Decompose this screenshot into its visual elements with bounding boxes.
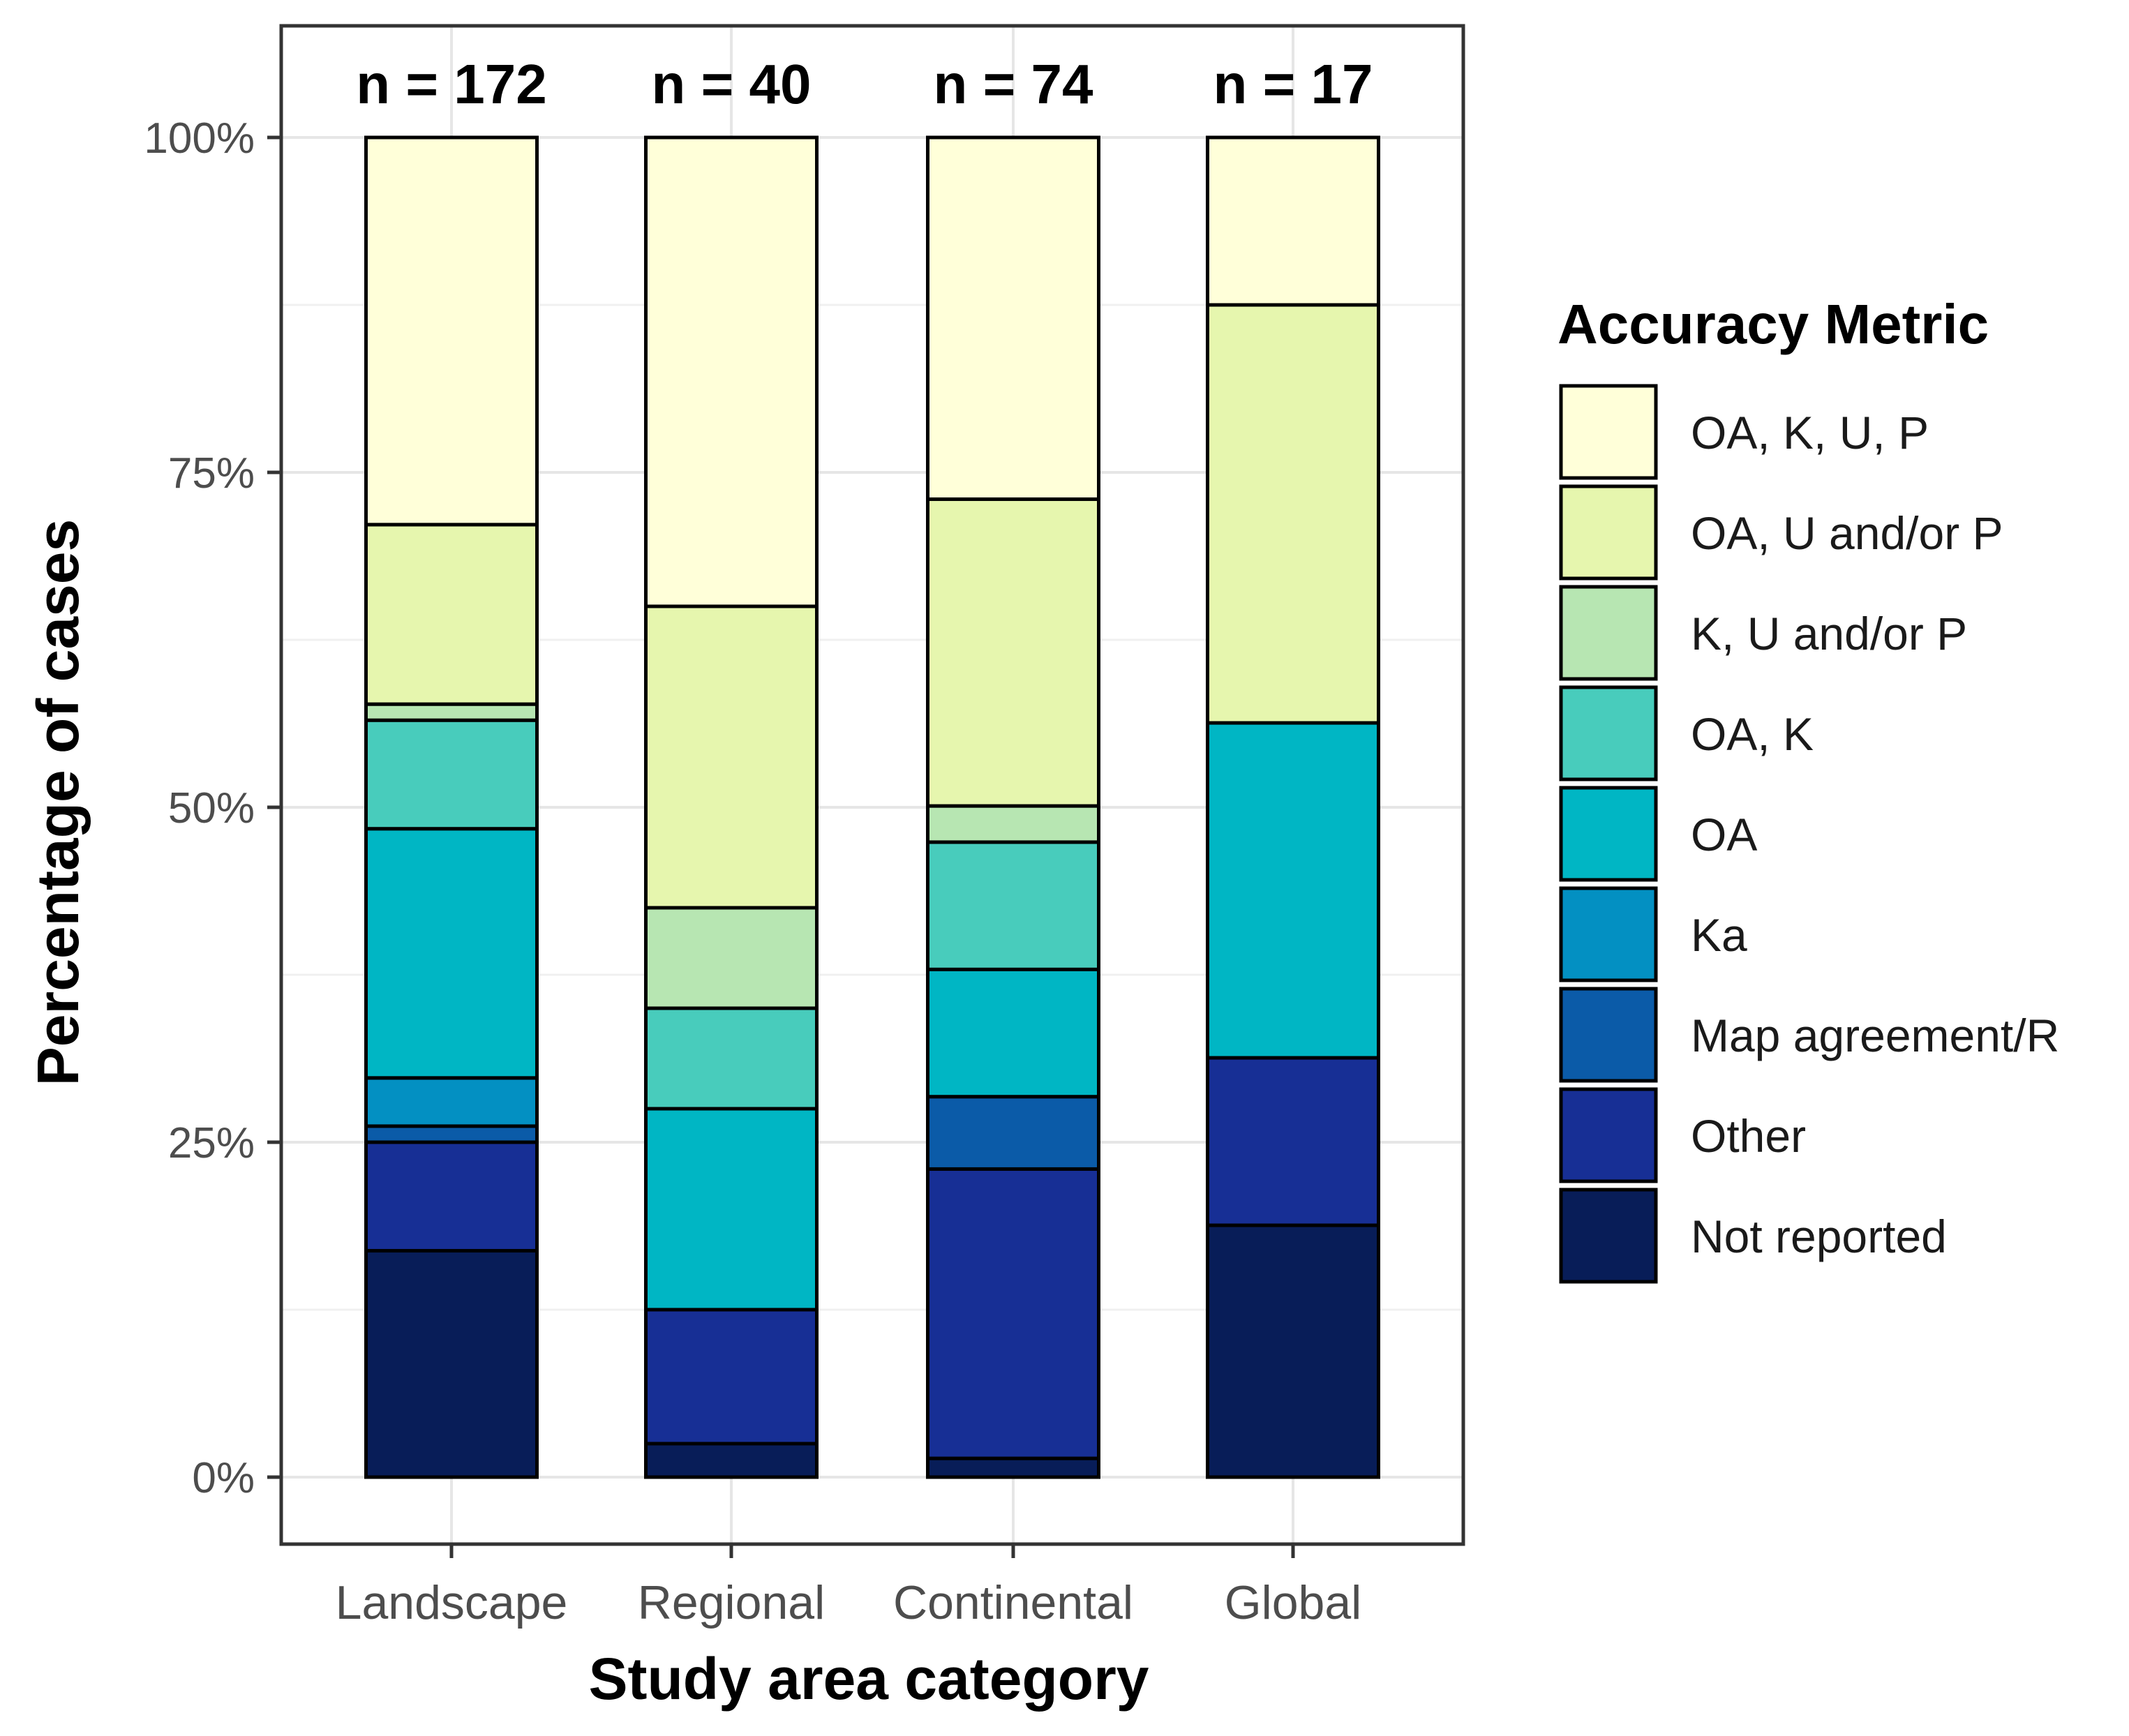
legend-label: OA	[1691, 809, 1757, 860]
y-tick-label: 75%	[168, 449, 255, 497]
legend-key	[1559, 886, 1658, 982]
bar-segment	[926, 1456, 1100, 1479]
bar-segment	[644, 1308, 819, 1446]
bar-segment	[644, 1006, 819, 1111]
bar-segment	[1206, 1056, 1380, 1227]
legend-label: Not reported	[1691, 1211, 1947, 1262]
bars	[364, 135, 1380, 1479]
legend-label: Map agreement/R	[1691, 1010, 2059, 1061]
bar-segment	[364, 1076, 539, 1128]
legend-key	[1559, 786, 1658, 882]
legend-key	[1559, 384, 1658, 480]
x-tick-label: Continental	[893, 1576, 1133, 1629]
bar-segment	[644, 906, 819, 1010]
bar-segment	[644, 1442, 819, 1479]
legend-key	[1559, 685, 1658, 781]
bar-segment	[926, 1167, 1100, 1460]
bar-segment	[364, 1249, 539, 1479]
legend-label: Other	[1691, 1110, 1806, 1162]
legend-key	[1559, 987, 1658, 1083]
legend-label: OA, U and/or P	[1691, 507, 2003, 559]
y-tick-label: 25%	[168, 1119, 255, 1167]
legend-label: OA, K, U, P	[1691, 407, 1929, 458]
bar-segment	[364, 1124, 539, 1144]
bar-segment	[926, 135, 1100, 501]
bar-segment	[644, 135, 819, 608]
labels: Study area category Percentage of cases …	[25, 53, 1373, 1712]
bar-segment	[364, 135, 539, 527]
bar-segment	[364, 702, 539, 722]
legend-label: Ka	[1691, 909, 1747, 961]
bar-segment	[364, 827, 539, 1080]
legend-label: K, U and/or P	[1691, 608, 1967, 659]
legend-key	[1559, 1087, 1658, 1183]
legend-key	[1559, 585, 1658, 681]
bar-segment	[926, 967, 1100, 1099]
x-axis-title: Study area category	[588, 1646, 1149, 1712]
legend-label: OA, K	[1691, 708, 1814, 760]
bar-segment	[1206, 135, 1380, 307]
y-axis-title: Percentage of cases	[25, 519, 91, 1086]
x-tick-label: Regional	[638, 1576, 825, 1629]
bar-segment	[926, 497, 1100, 808]
count-label: n = 17	[1213, 53, 1373, 115]
legend: Accuracy Metric OA, K, U, P OA, U and/or …	[1557, 293, 2059, 1284]
bar-segment	[644, 604, 819, 910]
x-tick-label: Landscape	[336, 1576, 568, 1629]
panel-border	[279, 24, 1465, 1546]
bar-segment	[364, 718, 539, 831]
count-label: n = 74	[933, 53, 1093, 115]
bar-segment	[926, 804, 1100, 844]
count-label: n = 40	[651, 53, 811, 115]
legend-key	[1559, 484, 1658, 581]
legend-key	[1559, 1188, 1658, 1284]
x-tick-label: Global	[1225, 1576, 1362, 1629]
bar-segment	[926, 840, 1100, 971]
bar-segment	[1206, 303, 1380, 725]
count-label: n = 172	[356, 53, 547, 115]
bar-segment	[1206, 721, 1380, 1060]
bar-segment	[364, 523, 539, 706]
y-tick-label: 50%	[168, 784, 255, 832]
bar-segment	[644, 1107, 819, 1312]
y-tick-label: 100%	[144, 114, 255, 163]
legend-title: Accuracy Metric	[1557, 293, 1989, 355]
bar-segment	[926, 1095, 1100, 1171]
bar-segment	[364, 1140, 539, 1253]
bar-segment	[1206, 1223, 1380, 1479]
y-tick-label: 0%	[192, 1454, 255, 1502]
axes	[267, 24, 1465, 1558]
